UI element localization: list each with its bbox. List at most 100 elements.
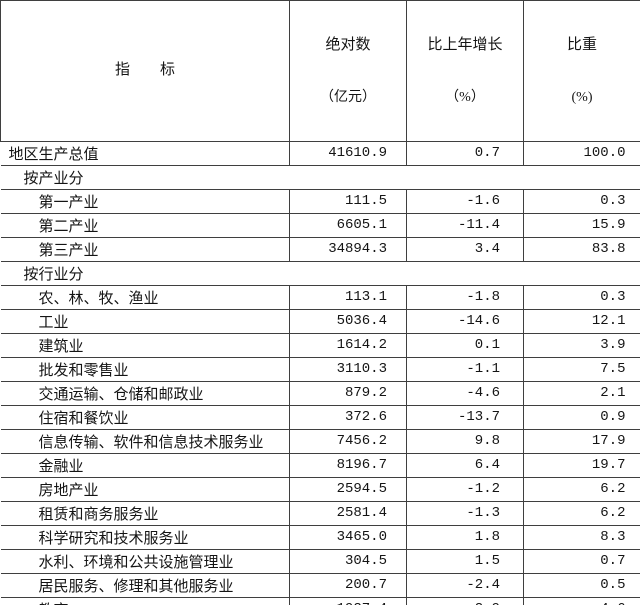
share-value-cell: 0.9 <box>523 405 640 430</box>
table-row: 住宿和餐饮业 372.6 -13.7 0.9 <box>0 405 640 430</box>
table-row: 第三产业 34894.3 3.4 83.8 <box>0 237 640 262</box>
row-label: 第二产业 <box>0 213 290 238</box>
row-label: 交通运输、仓储和邮政业 <box>0 381 290 406</box>
table-row: 租赁和商务服务业 2581.4 -1.3 6.2 <box>0 501 640 526</box>
absolute-value-cell: 111.5 <box>289 189 407 214</box>
growth-value-cell: 0.7 <box>406 141 524 166</box>
share-value-cell: 8.3 <box>523 525 640 550</box>
table-row: 居民服务、修理和其他服务业 200.7 -2.4 0.5 <box>0 573 640 598</box>
table-row: 建筑业 1614.2 0.1 3.9 <box>0 333 640 358</box>
absolute-value-cell: 8196.7 <box>289 453 407 478</box>
table-row: 第一产业 111.5 -1.6 0.3 <box>0 189 640 214</box>
table-row: 教育1927.4-2.94.6 <box>0 597 640 605</box>
share-value-cell: 6.2 <box>523 501 640 526</box>
header-absolute: 绝对数 （亿元） <box>289 0 407 142</box>
growth-value-cell: -2.9 <box>406 597 524 605</box>
absolute-value-cell: 1614.2 <box>289 333 407 358</box>
row-label: 建筑业 <box>0 333 290 358</box>
growth-value-cell: -4.6 <box>406 381 524 406</box>
row-label: 农、林、牧、渔业 <box>0 285 290 310</box>
absolute-value-cell: 7456.2 <box>289 429 407 454</box>
absolute-value-cell: 34894.3 <box>289 237 407 262</box>
share-value-cell: 19.7 <box>523 453 640 478</box>
absolute-value-cell: 1927.4 <box>289 597 407 605</box>
row-label: 第一产业 <box>0 189 290 214</box>
header-share-unit: (%) <box>571 90 593 105</box>
share-value-cell: 0.5 <box>523 573 640 598</box>
absolute-value-cell: 3110.3 <box>289 357 407 382</box>
table-header: 指 标 绝对数 （亿元） 比上年增长 （%） 比重 (%) <box>0 0 640 142</box>
growth-value-cell: -1.1 <box>406 357 524 382</box>
header-absolute-label: 绝对数 <box>325 37 371 53</box>
header-indicator: 指 标 <box>0 0 290 142</box>
section-row: 按行业分 <box>0 261 640 286</box>
header-indicator-label: 指 标 <box>114 62 175 79</box>
header-share-label: 比重 <box>566 37 597 53</box>
row-label: 教育 <box>0 597 290 605</box>
header-row: 指 标 绝对数 （亿元） 比上年增长 （%） 比重 (%) <box>0 0 640 142</box>
table-row: 地区生产总值 41610.9 0.7 100.0 <box>0 141 640 166</box>
header-absolute-unit: （亿元） <box>320 90 376 105</box>
share-value-cell: 17.9 <box>523 429 640 454</box>
absolute-value-cell: 5036.4 <box>289 309 407 334</box>
absolute-value-cell: 3465.0 <box>289 525 407 550</box>
share-value-cell: 15.9 <box>523 213 640 238</box>
table-row: 工业 5036.4 -14.6 12.1 <box>0 309 640 334</box>
absolute-value-cell: 41610.9 <box>289 141 407 166</box>
header-growth-label: 比上年增长 <box>427 37 503 53</box>
row-label: 租赁和商务服务业 <box>0 501 290 526</box>
table-body: 地区生产总值 41610.9 0.7 100.0 按产业分 第一产业 111.5 -1.6 0.… <box>0 141 640 605</box>
share-value-cell: 2.1 <box>523 381 640 406</box>
share-value-cell: 0.3 <box>523 285 640 310</box>
share-value-cell: 83.8 <box>523 237 640 262</box>
row-label: 科学研究和技术服务业 <box>0 525 290 550</box>
absolute-value-cell: 879.2 <box>289 381 407 406</box>
growth-value-cell: -1.6 <box>406 189 524 214</box>
header-growth: 比上年增长 （%） <box>406 0 524 142</box>
table-row: 水利、环境和公共设施管理业 304.5 1.5 0.7 <box>0 549 640 574</box>
row-label: 信息传输、软件和信息技术服务业 <box>0 429 290 454</box>
share-value-cell: 4.6 <box>523 597 640 605</box>
section-label: 按行业分 <box>0 261 640 286</box>
share-value-cell: 3.9 <box>523 333 640 358</box>
table-row: 金融业 8196.7 6.4 19.7 <box>0 453 640 478</box>
share-value-cell: 0.7 <box>523 549 640 574</box>
share-value-cell: 7.5 <box>523 357 640 382</box>
header-share: 比重 (%) <box>523 0 640 142</box>
growth-value-cell: -11.4 <box>406 213 524 238</box>
growth-value-cell: -1.8 <box>406 285 524 310</box>
row-label: 第三产业 <box>0 237 290 262</box>
table-row: 房地产业 2594.5 -1.2 6.2 <box>0 477 640 502</box>
row-label: 地区生产总值 <box>0 141 290 166</box>
absolute-value-cell: 6605.1 <box>289 213 407 238</box>
row-label: 居民服务、修理和其他服务业 <box>0 573 290 598</box>
table-row: 第二产业 6605.1 -11.4 15.9 <box>0 213 640 238</box>
row-label: 水利、环境和公共设施管理业 <box>0 549 290 574</box>
growth-value-cell: -14.6 <box>406 309 524 334</box>
absolute-value-cell: 200.7 <box>289 573 407 598</box>
growth-value-cell: 9.8 <box>406 429 524 454</box>
row-label: 金融业 <box>0 453 290 478</box>
growth-value-cell: 3.4 <box>406 237 524 262</box>
share-value-cell: 6.2 <box>523 477 640 502</box>
share-value-cell: 0.3 <box>523 189 640 214</box>
table-row: 交通运输、仓储和邮政业 879.2 -4.6 2.1 <box>0 381 640 406</box>
table-row: 信息传输、软件和信息技术服务业 7456.2 9.8 17.9 <box>0 429 640 454</box>
growth-value-cell: -2.4 <box>406 573 524 598</box>
row-label: 住宿和餐饮业 <box>0 405 290 430</box>
absolute-value-cell: 113.1 <box>289 285 407 310</box>
section-label: 按产业分 <box>0 165 640 190</box>
share-value-cell: 100.0 <box>523 141 640 166</box>
table-row: 批发和零售业 3110.3 -1.1 7.5 <box>0 357 640 382</box>
absolute-value-cell: 372.6 <box>289 405 407 430</box>
table-row: 科学研究和技术服务业 3465.0 1.8 8.3 <box>0 525 640 550</box>
row-label: 房地产业 <box>0 477 290 502</box>
growth-value-cell: -1.3 <box>406 501 524 526</box>
section-row: 按产业分 <box>0 165 640 190</box>
share-value-cell: 12.1 <box>523 309 640 334</box>
growth-value-cell: 0.1 <box>406 333 524 358</box>
growth-value-cell: -1.2 <box>406 477 524 502</box>
growth-value-cell: 6.4 <box>406 453 524 478</box>
